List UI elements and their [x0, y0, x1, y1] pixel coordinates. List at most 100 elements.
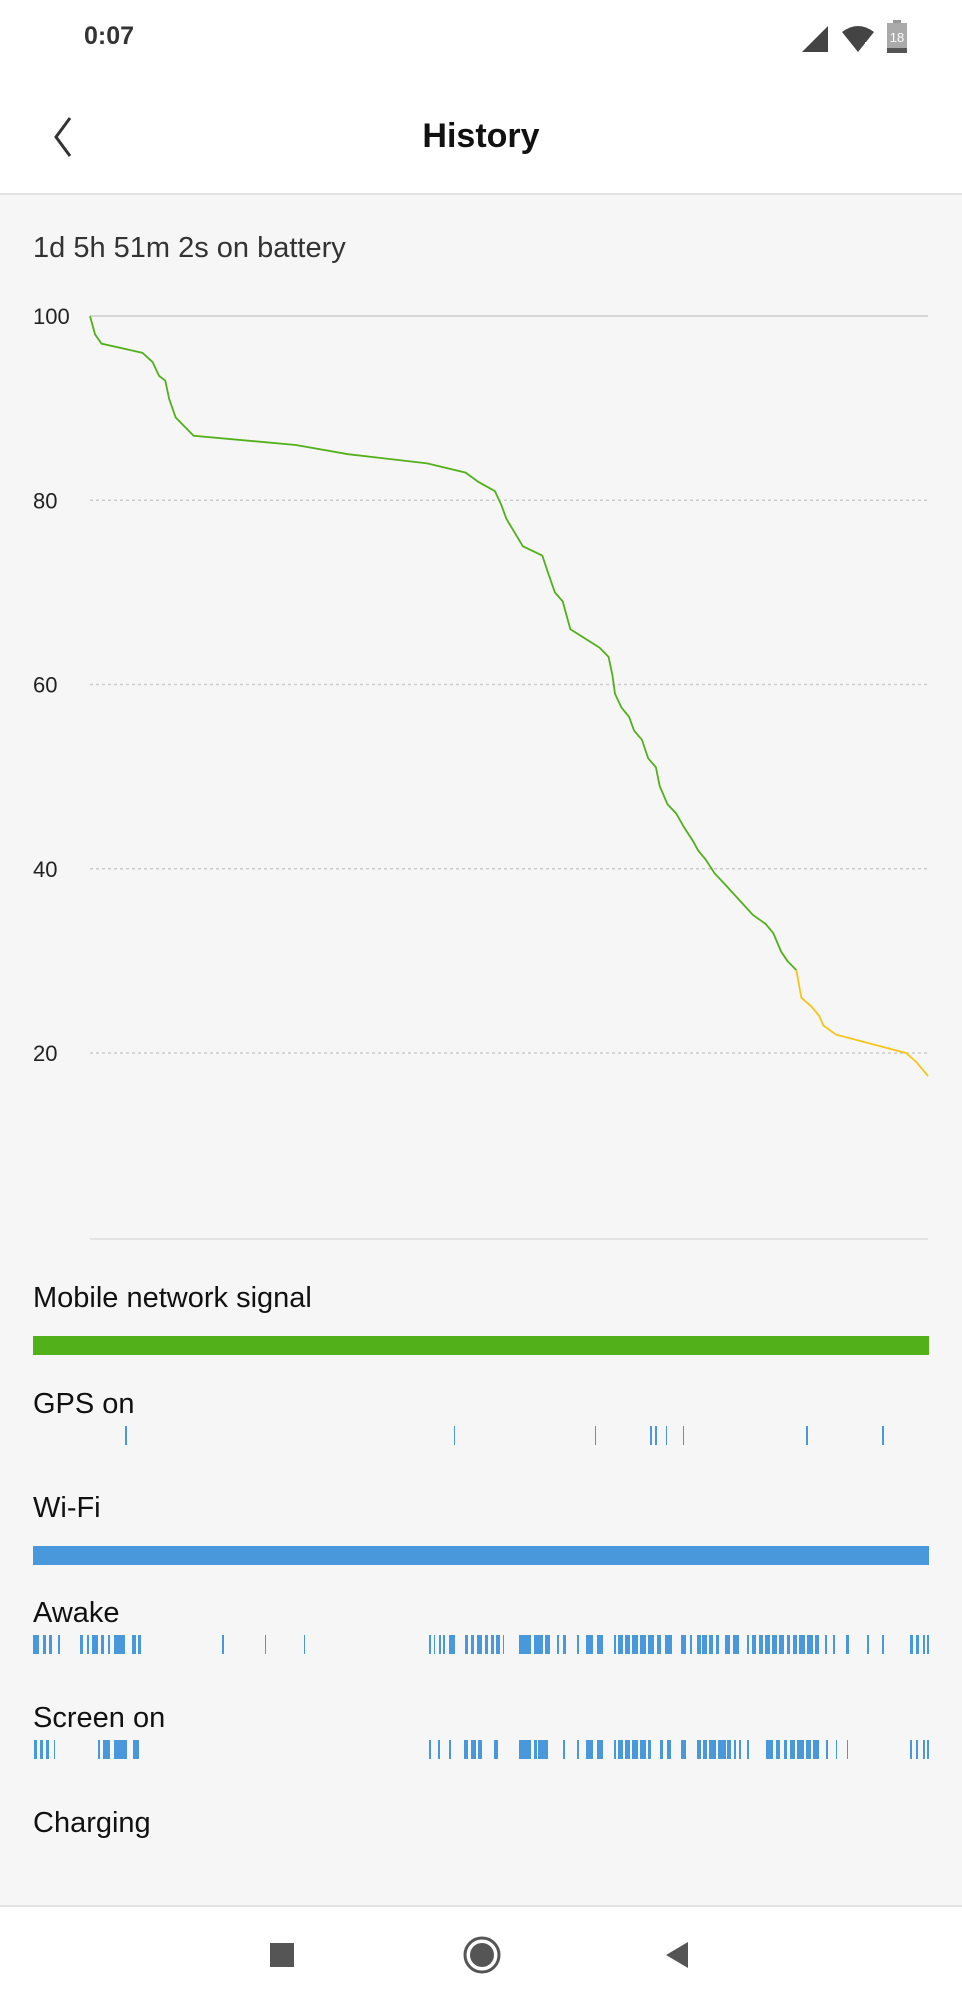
- timeline-segment: [454, 1426, 456, 1445]
- timeline-segment: [563, 1635, 567, 1654]
- back-button[interactable]: [48, 112, 88, 162]
- timeline-segment: [665, 1426, 667, 1445]
- timeline-segment: [113, 1635, 126, 1654]
- back-triangle-icon: [666, 1942, 688, 1968]
- row-label: Screen on: [33, 1702, 166, 1734]
- y-tick-label: 20: [33, 1041, 57, 1066]
- battery-duration: 1d 5h 51m 2s on battery: [33, 232, 346, 264]
- timeline-segment: [807, 1635, 814, 1654]
- timeline-segment: [46, 1740, 50, 1759]
- timeline-segment: [702, 1635, 707, 1654]
- timeline-segment: [596, 1635, 603, 1654]
- timeline-segment: [40, 1740, 43, 1759]
- timeline-segment: [806, 1740, 811, 1759]
- y-tick-label: 100: [33, 304, 70, 329]
- timeline-segment: [732, 1635, 740, 1654]
- timeline-segment: [596, 1740, 603, 1759]
- timeline-segment: [538, 1740, 549, 1759]
- timeline-segment: [727, 1740, 731, 1759]
- timeline-segment: [709, 1740, 716, 1759]
- timeline-segment: [557, 1635, 559, 1654]
- timeline-segment: [33, 1336, 929, 1355]
- timeline-segment: [131, 1635, 137, 1654]
- timeline-segment: [765, 1740, 774, 1759]
- timeline-track: [33, 1635, 929, 1654]
- app-header: 0:07 18 History: [0, 0, 962, 195]
- timeline-segment: [799, 1635, 806, 1654]
- timeline-segment: [613, 1635, 617, 1654]
- timeline-segment: [835, 1740, 838, 1759]
- timeline-segment: [927, 1740, 929, 1759]
- timeline-segment: [667, 1740, 671, 1759]
- timeline-track: [33, 1336, 929, 1355]
- home-circle-icon: [463, 1936, 501, 1974]
- timeline-segment: [576, 1635, 579, 1654]
- home-button[interactable]: [462, 1935, 502, 1975]
- wifi-icon: [842, 26, 874, 52]
- timeline-segment: [733, 1740, 737, 1759]
- y-tick-label: 60: [33, 673, 57, 698]
- timeline-segment: [437, 1740, 440, 1759]
- timeline-segment: [882, 1426, 884, 1445]
- recents-square-icon: [270, 1943, 294, 1967]
- timeline-segment: [503, 1635, 505, 1654]
- timeline-segment: [496, 1635, 500, 1654]
- timeline-segment: [429, 1740, 431, 1759]
- timeline-segment: [806, 1426, 808, 1445]
- timeline-segment: [533, 1635, 543, 1654]
- timeline-segment: [429, 1635, 431, 1654]
- timeline-segment: [922, 1635, 925, 1654]
- timeline-segment: [544, 1635, 550, 1654]
- timeline-segment: [137, 1635, 141, 1654]
- timeline-segment: [650, 1426, 653, 1445]
- timeline-segment: [689, 1635, 692, 1654]
- timeline-segment: [625, 1635, 630, 1654]
- row-label: Charging: [33, 1807, 151, 1839]
- timeline-segment: [625, 1740, 630, 1759]
- timeline-segment: [660, 1740, 663, 1759]
- back-nav-button[interactable]: [658, 1935, 698, 1975]
- timeline-segment: [92, 1635, 99, 1654]
- timeline-segment: [927, 1635, 929, 1654]
- timeline-track: [33, 1546, 929, 1565]
- timeline-track: [33, 1845, 929, 1864]
- battery-chart: 100 80 60 40 20: [33, 304, 929, 1240]
- timeline-segment: [846, 1740, 849, 1759]
- y-tick-label: 40: [33, 857, 57, 882]
- timeline-segment: [640, 1635, 646, 1654]
- navigation-bar: [0, 1905, 962, 2002]
- timeline-segment: [867, 1635, 869, 1654]
- timeline-segment: [102, 1740, 111, 1759]
- timeline-segment: [882, 1635, 884, 1654]
- timeline-segment: [717, 1740, 726, 1759]
- timeline-segment: [772, 1635, 777, 1654]
- timeline-segment: [448, 1740, 451, 1759]
- row-label: Wi-Fi: [33, 1492, 101, 1524]
- row-label: GPS on: [33, 1388, 135, 1420]
- timeline-segment: [758, 1635, 764, 1654]
- timeline-segment: [825, 1635, 827, 1654]
- timeline-segment: [576, 1740, 579, 1759]
- row-label: Awake: [33, 1597, 120, 1629]
- row-label: Mobile network signal: [33, 1282, 312, 1314]
- timeline-segment: [493, 1740, 498, 1759]
- recents-button[interactable]: [262, 1935, 302, 1975]
- timeline-segment: [49, 1635, 52, 1654]
- timeline-segment: [484, 1635, 489, 1654]
- timeline-segment: [33, 1635, 40, 1654]
- timeline-segment: [631, 1635, 638, 1654]
- timeline-segment: [813, 1740, 819, 1759]
- timeline-segment: [33, 1740, 37, 1759]
- timeline-segment: [696, 1740, 701, 1759]
- battery-icon: 18: [887, 20, 907, 53]
- timeline-segment: [825, 1740, 828, 1759]
- timeline-segment: [833, 1635, 835, 1654]
- timeline-segment: [783, 1740, 787, 1759]
- timeline-segment: [664, 1635, 672, 1654]
- cell-signal-icon: [802, 26, 828, 52]
- timeline-segment: [33, 1546, 929, 1565]
- timeline-segment: [631, 1740, 638, 1759]
- timeline-segment: [656, 1635, 662, 1654]
- timeline-segment: [533, 1740, 537, 1759]
- svg-text:18: 18: [890, 30, 904, 45]
